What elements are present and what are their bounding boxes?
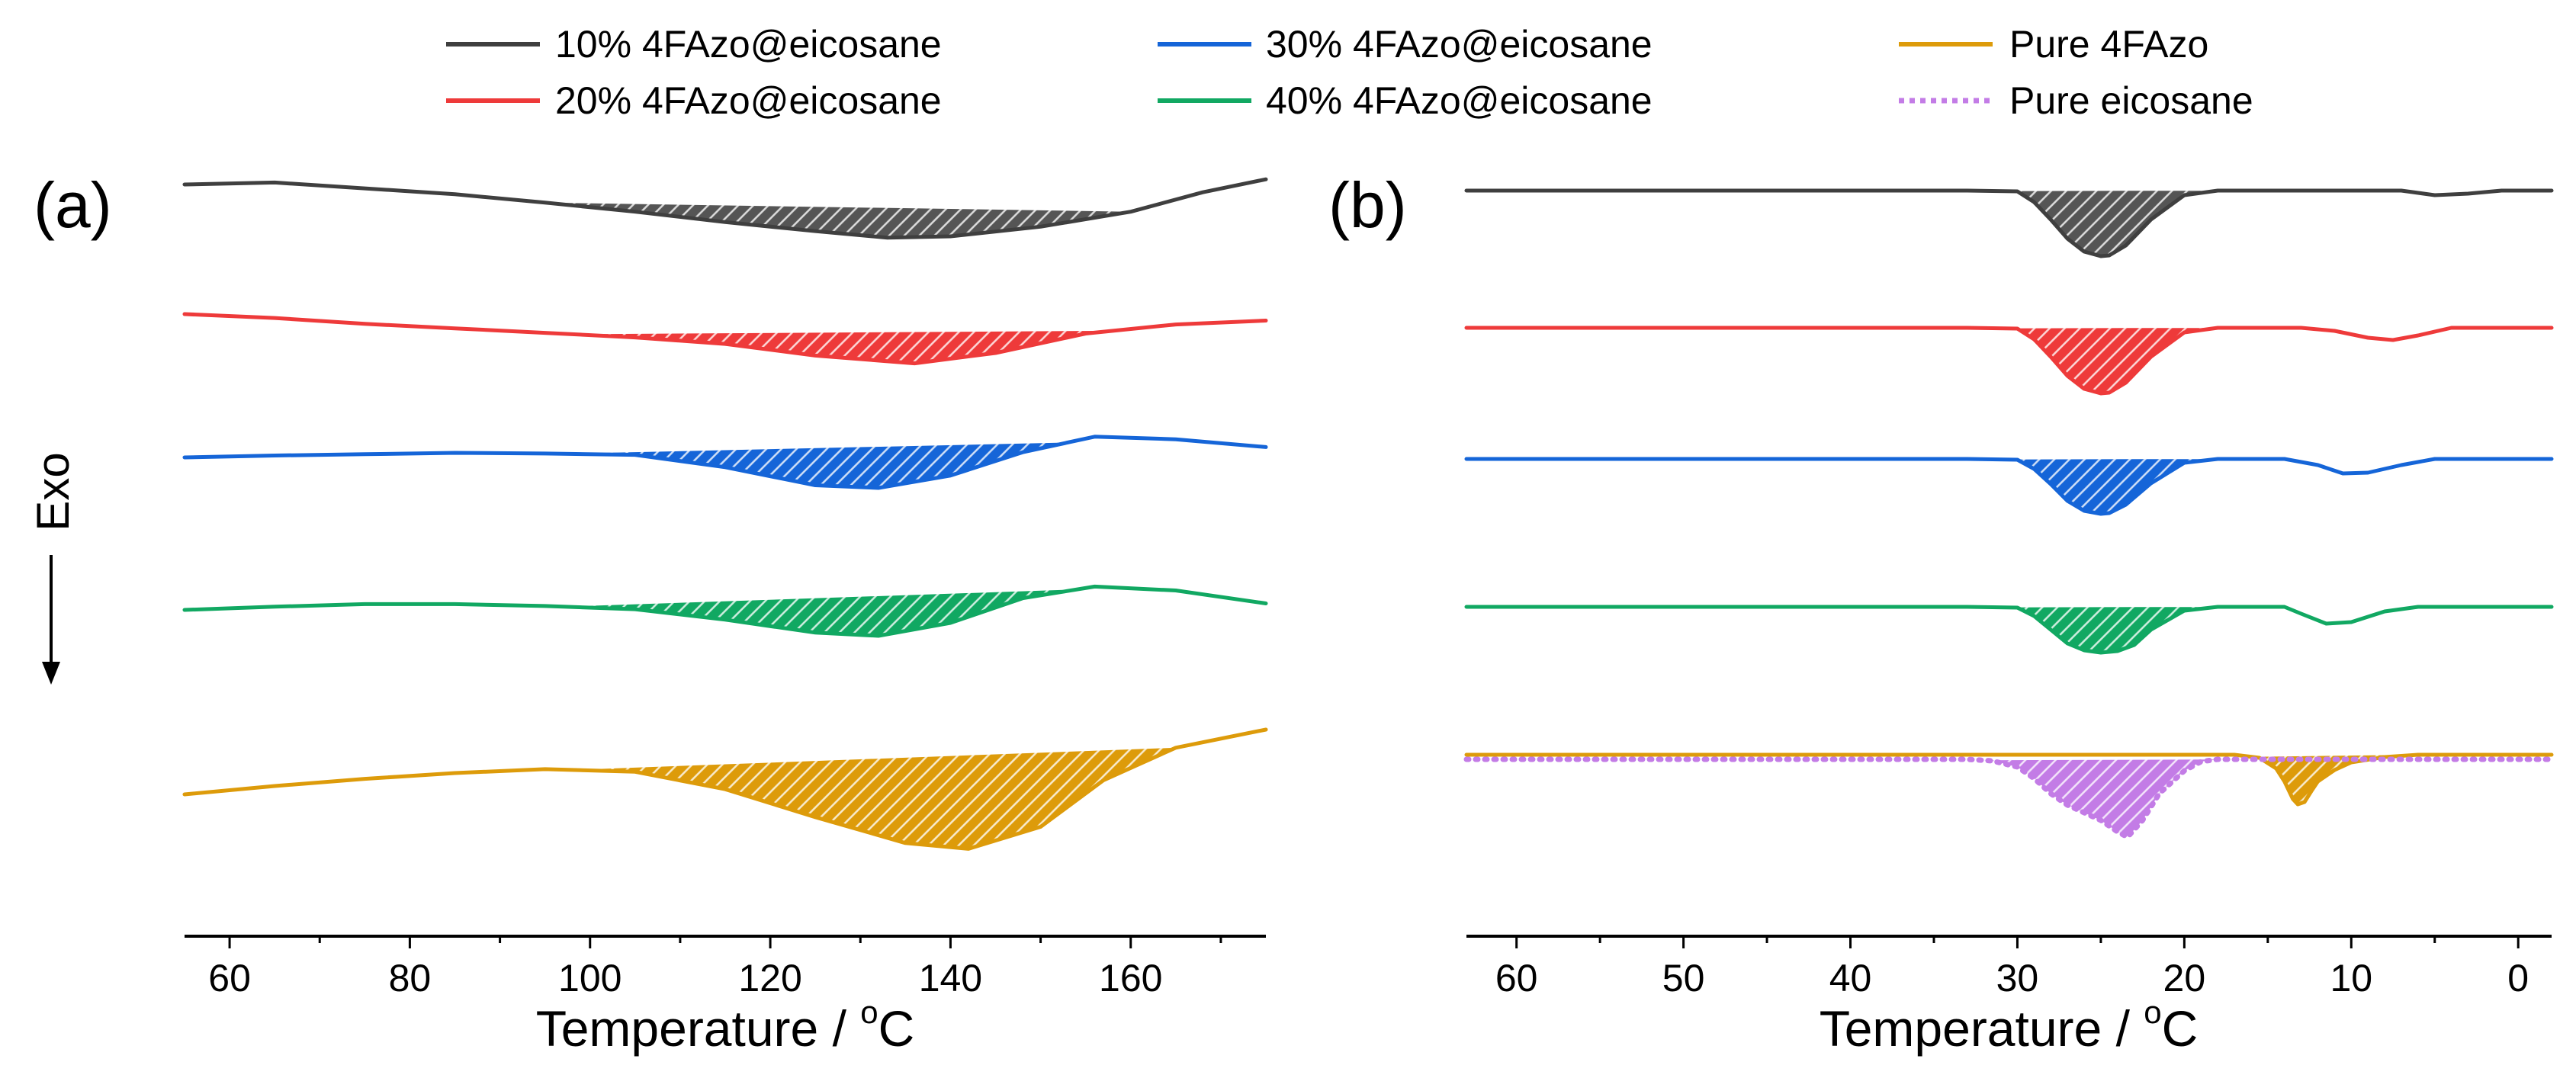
legend-label-pure-4fazo: Pure 4FAzo <box>2009 23 2208 66</box>
panel-b-tick-label: 20 <box>2163 957 2206 999</box>
panel-a-tick-label: 120 <box>738 957 801 999</box>
panel-b-traces <box>1463 188 2555 840</box>
peak-area-a-4 <box>572 747 1176 849</box>
legend-label-20-percent: 20% 4FAzo@eicosane <box>555 79 942 122</box>
legend: 10% 4FAzo@eicosane 20% 4FAzo@eicosane 30… <box>446 23 2253 122</box>
panel-b-tick-label: 40 <box>1829 957 1872 999</box>
trace-b-3 <box>1464 605 2554 655</box>
peak-area-a-3 <box>563 589 1077 636</box>
panel-label-a: (a) <box>34 169 112 241</box>
trace-b-1 <box>1464 326 2554 396</box>
exo-indicator: Exo <box>27 452 79 685</box>
panel-a-traces <box>182 177 1268 851</box>
peak-area-a-2 <box>563 442 1068 488</box>
trace-a-4 <box>182 727 1268 851</box>
panel-b-tick-label: 10 <box>2330 957 2372 999</box>
panel-a-x-ticks: 60 80 100 120 140 160 <box>208 936 1222 999</box>
peak-area-b-5 <box>1983 759 2251 837</box>
panel-b-tick-label: 50 <box>1662 957 1705 999</box>
legend-entry-20-percent: 20% 4FAzo@eicosane <box>446 79 942 122</box>
panel-a-tick-label: 80 <box>389 957 432 999</box>
legend-label-pure-eicosane: Pure eicosane <box>2009 79 2253 122</box>
legend-entry-pure-eicosane: Pure eicosane <box>1899 79 2253 122</box>
legend-label-30-percent: 30% 4FAzo@eicosane <box>1266 23 1653 66</box>
legend-entry-10-percent: 10% 4FAzo@eicosane <box>446 23 942 66</box>
trace-b-2 <box>1464 457 2554 516</box>
peak-area-b-1 <box>2000 328 2227 393</box>
peak-area-b-0 <box>2000 191 2227 256</box>
trace-a-1 <box>182 312 1268 366</box>
panel-b-x-axis-title: Temperature / oC <box>1820 994 2199 1057</box>
legend-entry-40-percent: 40% 4FAzo@eicosane <box>1158 79 1653 122</box>
panel-b-tick-label: 30 <box>1996 957 2039 999</box>
panel-a-tick-label: 100 <box>558 957 622 999</box>
panel-b-x-ticks: 60 50 40 30 20 10 0 <box>1495 936 2529 999</box>
trace-b-5 <box>1463 756 2555 840</box>
trace-a-2 <box>182 435 1268 490</box>
legend-label-40-percent: 40% 4FAzo@eicosane <box>1266 79 1653 122</box>
panel-a-x-axis-title: Temperature / oC <box>536 994 915 1057</box>
trace-a-0 <box>182 177 1268 240</box>
panel-a-tick-label: 160 <box>1099 957 1162 999</box>
panel-a-tick-label: 60 <box>208 957 251 999</box>
legend-entry-30-percent: 30% 4FAzo@eicosane <box>1158 23 1653 66</box>
peak-area-b-4 <box>2250 755 2418 804</box>
peak-area-b-3 <box>2000 607 2227 653</box>
panel-b: 60 50 40 30 20 10 0 Temperature / oC <box>1463 188 2555 1057</box>
panel-b-tick-label: 60 <box>1495 957 1538 999</box>
trace-b-0 <box>1464 188 2554 258</box>
panel-label-b: (b) <box>1328 169 1407 241</box>
peak-area-a-0 <box>544 202 1131 238</box>
legend-entry-pure-4fazo: Pure 4FAzo <box>1899 23 2208 66</box>
exo-arrow-head <box>42 662 60 685</box>
trace-a-3 <box>182 584 1268 638</box>
panel-a-tick-label: 140 <box>919 957 982 999</box>
panel-b-tick-label: 0 <box>2507 957 2529 999</box>
peak-area-b-2 <box>2000 459 2227 514</box>
panel-a: 60 80 100 120 140 160 Temperature / oC <box>182 177 1268 1057</box>
exo-label: Exo <box>27 452 79 531</box>
legend-label-10-percent: 10% 4FAzo@eicosane <box>555 23 942 66</box>
